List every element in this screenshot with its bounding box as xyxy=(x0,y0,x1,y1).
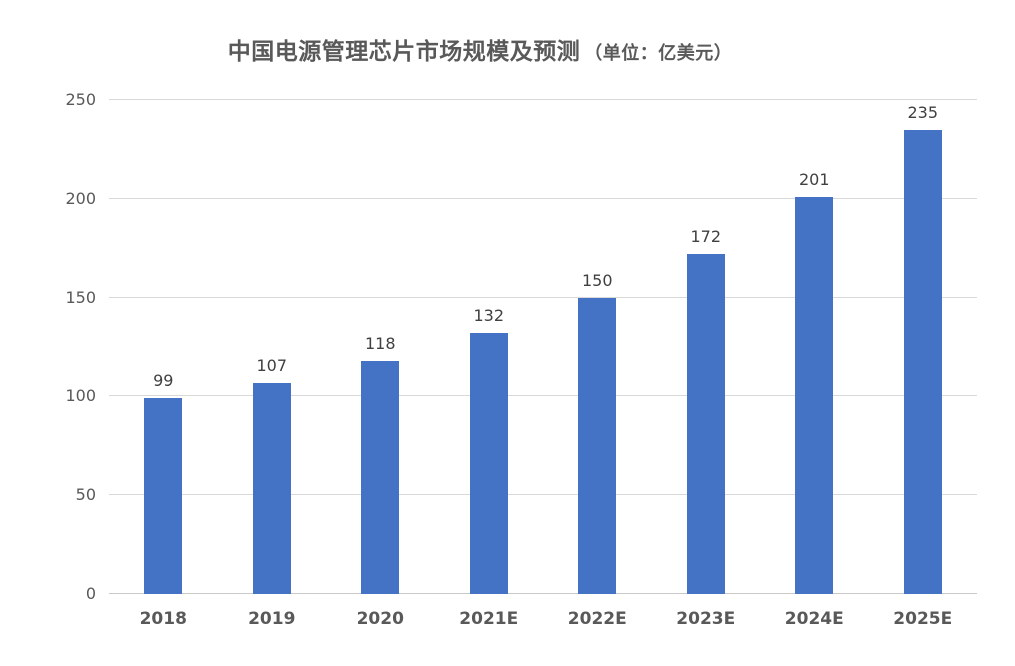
x-axis-tick-label: 2025E xyxy=(893,609,953,629)
y-gridline xyxy=(109,494,977,496)
bar-value-label: 99 xyxy=(153,371,174,391)
x-axis-line xyxy=(109,593,977,594)
chart-unit-label: （单位：亿美元） xyxy=(584,43,733,64)
bar-2020 xyxy=(361,360,400,594)
y-axis-tick-label: 150 xyxy=(65,287,96,307)
bar-value-label: 172 xyxy=(690,227,722,247)
bar-2021E xyxy=(469,333,508,594)
bar-value-label: 118 xyxy=(364,333,396,353)
bar-2023E xyxy=(686,254,725,594)
bar-value-label: 107 xyxy=(256,355,288,375)
y-gridline xyxy=(109,197,977,199)
bar-value-label: 235 xyxy=(907,102,939,122)
bar-2022E xyxy=(578,297,617,594)
y-gridline xyxy=(109,395,977,397)
y-axis-tick-label: 0 xyxy=(85,584,96,603)
bar-2025E xyxy=(903,129,942,594)
bar-value-label: 150 xyxy=(581,270,613,290)
y-axis-tick-label: 250 xyxy=(65,90,96,109)
y-axis-tick-label: 100 xyxy=(65,386,96,406)
x-axis-tick-label: 2024E xyxy=(784,609,844,629)
chart-title-text: 中国电源管理芯片市场规模及预测 xyxy=(227,39,581,65)
x-axis-tick-label: 2023E xyxy=(676,609,736,629)
bar-2018 xyxy=(144,398,183,594)
y-gridline xyxy=(109,99,977,100)
chart-title: 中国电源管理芯片市场规模及预测 （单位：亿美元） xyxy=(0,32,960,66)
plot-area: 0 50 100 150 200 250 99 2018 107 2019 118 2020 132 20… xyxy=(65,92,977,628)
y-axis-tick-label: 50 xyxy=(75,485,96,505)
x-axis-tick-label: 2021E xyxy=(459,609,519,629)
x-axis-tick-label: 2020 xyxy=(356,609,404,629)
y-axis-tick-label: 200 xyxy=(65,188,96,208)
x-axis-tick-label: 2019 xyxy=(248,609,296,629)
bar-value-label: 132 xyxy=(473,306,505,326)
x-axis-tick-label: 2022E xyxy=(567,609,627,629)
bar-2024E xyxy=(795,196,834,594)
bar-value-label: 201 xyxy=(798,169,830,189)
x-axis-tick-label: 2018 xyxy=(139,609,187,629)
y-gridline xyxy=(109,296,977,298)
bar-2019 xyxy=(252,382,291,594)
